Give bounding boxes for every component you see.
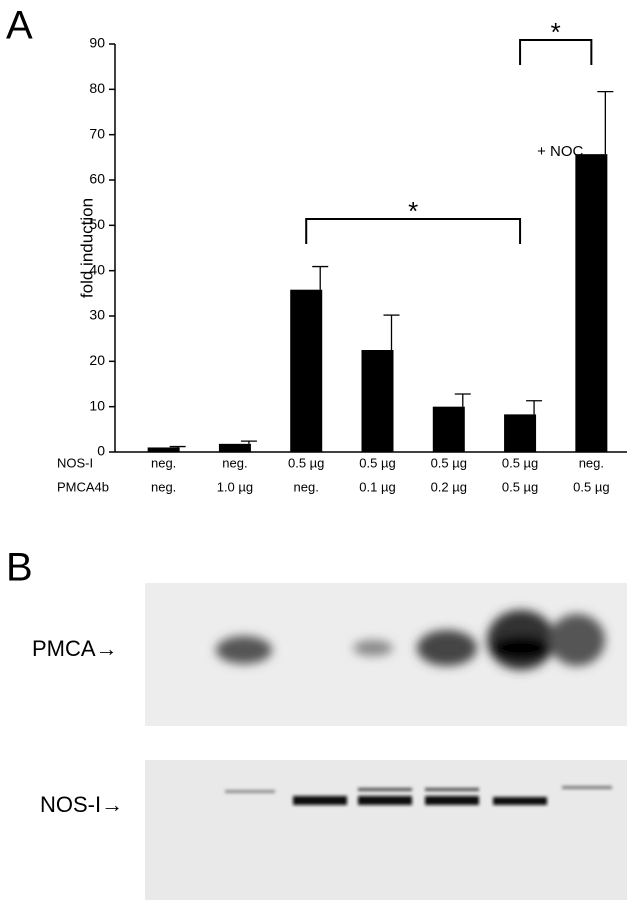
y-tick-label: 80 bbox=[89, 80, 105, 96]
x-tick-label: 1.0 µg bbox=[217, 479, 253, 494]
y-tick-label: 10 bbox=[89, 397, 105, 413]
panel-label: A bbox=[6, 4, 33, 48]
y-tick-label: 70 bbox=[89, 125, 105, 141]
bar bbox=[218, 443, 251, 452]
blot-label: PMCA→ bbox=[32, 636, 118, 661]
significance-bracket bbox=[519, 39, 593, 65]
y-axis-label: fold induction bbox=[77, 198, 96, 298]
significance-star: * bbox=[551, 17, 561, 47]
x-tick-label: neg. bbox=[579, 455, 604, 470]
blot-label: NOS-I→ bbox=[40, 792, 123, 817]
bar bbox=[147, 447, 180, 452]
bar bbox=[575, 154, 608, 452]
blot-pmca bbox=[145, 583, 627, 726]
bar bbox=[504, 414, 537, 452]
x-tick-label: 0.2 µg bbox=[431, 479, 467, 494]
bar bbox=[290, 289, 323, 452]
significance-star: * bbox=[408, 196, 418, 226]
y-tick-label: 0 bbox=[97, 443, 105, 459]
significance-bracket bbox=[305, 218, 522, 244]
blot-nos bbox=[145, 760, 627, 900]
x-tick-label: 0.5 µg bbox=[288, 455, 324, 470]
y-tick-label: 30 bbox=[89, 307, 105, 323]
x-tick-label: neg. bbox=[294, 479, 319, 494]
y-tick-label: 60 bbox=[89, 171, 105, 187]
x-tick-label: neg. bbox=[222, 455, 247, 470]
y-tick-label: 20 bbox=[89, 352, 105, 368]
x-tick-label: 0.5 µg bbox=[502, 455, 538, 470]
x-tick-label: 0.5 µg bbox=[502, 479, 538, 494]
x-tick-label: 0.5 µg bbox=[431, 455, 467, 470]
x-tick-label: 0.5 µg bbox=[359, 455, 395, 470]
x-tick-label: neg. bbox=[151, 455, 176, 470]
y-tick-label: 50 bbox=[89, 216, 105, 232]
x-tick-label: 0.5 µg bbox=[573, 479, 609, 494]
bar bbox=[432, 406, 465, 452]
y-tick-label: 90 bbox=[89, 35, 105, 51]
row-label: NOS-I bbox=[57, 455, 93, 470]
x-tick-label: neg. bbox=[151, 479, 176, 494]
panel-label: B bbox=[6, 546, 33, 590]
x-tick-label: 0.1 µg bbox=[359, 479, 395, 494]
bar bbox=[361, 350, 394, 452]
row-label: PMCA4b bbox=[57, 479, 109, 494]
y-tick-label: 40 bbox=[89, 261, 105, 277]
annotation: + NOC bbox=[537, 143, 583, 160]
